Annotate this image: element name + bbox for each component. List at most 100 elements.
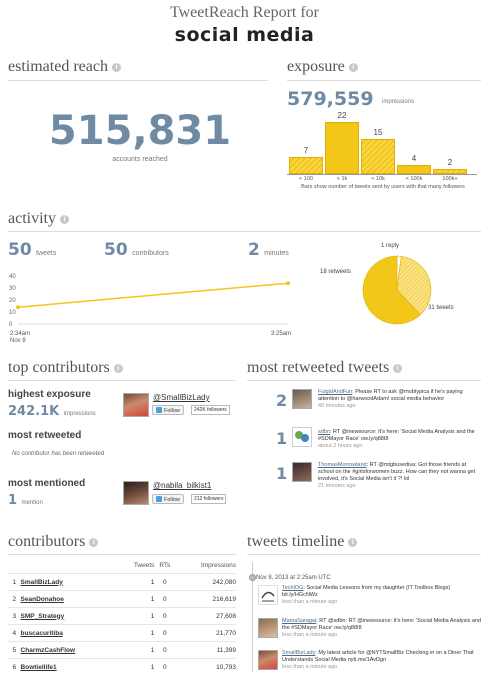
y-tick-label: 10 <box>9 310 16 316</box>
timeline-line <box>252 562 253 672</box>
follow-button[interactable]: Follow <box>152 405 184 415</box>
info-icon[interactable]: i <box>348 538 358 547</box>
activity-title: activity i <box>8 210 69 228</box>
column-header: Impressions <box>200 562 236 569</box>
avatar[interactable] <box>292 427 312 447</box>
activity-line-chart: 40 30 20 10 0 <box>9 274 290 328</box>
highest-exposure-unit: impressions <box>63 411 96 417</box>
exposure-bar-value: 15 <box>373 127 383 137</box>
avatar[interactable] <box>292 389 312 409</box>
exposure-footnote: Bars show number of tweets sent by users… <box>301 184 465 190</box>
tweets-count: 50 <box>8 240 32 260</box>
most-mentioned-user[interactable]: @nabila_bilkist1 <box>153 481 212 490</box>
column-header: RTs <box>159 562 171 569</box>
exposure-bar-value: 4 <box>411 153 417 163</box>
exposure-bar-chart: 7 < 100 22 < 1k 15 < 10k 4 < 100k 2 100k+ <box>287 108 481 182</box>
activity-start-date: Nov 8 <box>10 338 26 344</box>
report-query: social media <box>174 24 315 46</box>
most-retweeted-tweets-title: most retweeted tweets i <box>247 359 403 377</box>
column-header: Tweets <box>133 562 155 569</box>
pie-slice <box>362 255 421 325</box>
most-mentioned-value: 1 <box>8 493 18 508</box>
contributor-link[interactable]: SmallBizLady <box>20 573 113 591</box>
contributor-link[interactable]: buscacuritiba <box>20 624 113 642</box>
estimated-reach-caption: accounts reached <box>112 156 168 163</box>
avatar[interactable] <box>258 618 278 638</box>
divider <box>247 554 481 555</box>
info-icon[interactable]: i <box>111 63 121 72</box>
follow-button[interactable]: Follow <box>152 494 184 504</box>
timeline-tweet: TechIDG: Social Media Lessons from my da… <box>282 585 451 605</box>
estimated-reach-value: 515,831 <box>48 108 232 154</box>
info-icon[interactable]: i <box>113 364 123 373</box>
twitter-bird-icon <box>156 496 162 502</box>
timeline-dot <box>249 574 256 581</box>
retweeted-tweet: ThomasMorrowland: RT @mtgbusediva: Got t… <box>318 462 476 489</box>
activity-point <box>286 281 290 286</box>
retweet-rank: 1 <box>276 429 288 448</box>
contributors-title: contributors i <box>8 533 99 551</box>
retweet-rank: 1 <box>276 464 288 483</box>
exposure-title: exposure i <box>287 58 358 76</box>
timeline-tweet: SmallBizLady: My latest article for @NYT… <box>282 650 474 670</box>
info-icon[interactable]: i <box>393 364 403 373</box>
exposure-axis <box>287 174 477 175</box>
pie-slice <box>396 255 432 316</box>
table-row: 2 SeanDonahoe 1 0 216,619 <box>8 590 236 608</box>
contributor-link[interactable]: SeanDonahoe <box>20 590 113 608</box>
followers-count: 212 followers <box>191 494 227 504</box>
exposure-bar <box>397 164 431 174</box>
table-row: 1 SmallBizLady 1 0 242,080 <box>8 573 236 591</box>
minutes-count: 2 <box>248 240 260 260</box>
activity-end-time: 3:25am <box>271 331 292 337</box>
divider <box>247 380 481 381</box>
contributor-link[interactable]: Bowtiellife1 <box>20 658 113 676</box>
contributors-label: contributors <box>132 250 169 257</box>
most-retweeted-label: most retweeted <box>8 430 82 441</box>
twitter-bird-icon <box>156 407 162 413</box>
highest-exposure-user[interactable]: @SmallBizLady <box>153 393 210 402</box>
most-retweeted-empty: No contributor has been retweeted <box>12 451 105 457</box>
avatar[interactable] <box>123 393 149 417</box>
exposure-bar-category: 100k+ <box>442 176 458 182</box>
techidg-logo-icon <box>261 591 275 602</box>
exposure-bar-value: 2 <box>447 158 453 168</box>
tweets-timeline-title: tweets timeline i <box>247 533 358 551</box>
exposure-bar-value: 22 <box>337 111 347 120</box>
highest-exposure-label: highest exposure <box>8 389 91 400</box>
y-tick-label: 0 <box>9 322 13 328</box>
divider <box>287 80 481 81</box>
minutes-stat: 2 minutes <box>248 240 289 260</box>
avatar[interactable] <box>258 585 278 605</box>
y-tick-label: 30 <box>9 286 16 292</box>
y-tick-label: 20 <box>9 298 16 304</box>
contributors-stat: 50 contributors <box>104 240 169 260</box>
divider <box>8 80 268 81</box>
timeline-date: Nov 8, 2013 at 2:25am UTC <box>256 575 331 581</box>
activity-series-line <box>17 282 289 308</box>
tweets-label: tweets <box>36 250 57 257</box>
retweeted-tweet: FulgidAndFun: Please RT to ask @mobtypic… <box>318 389 463 409</box>
contributor-link[interactable]: CharmzCashFlow <box>20 641 113 659</box>
exposure-bar <box>361 138 395 174</box>
contributors-table: Tweets RTs Impressions 1 SmallBizLady 1 … <box>8 562 236 676</box>
most-mentioned-stat: 1 mention <box>8 491 43 509</box>
avatar[interactable] <box>258 650 278 670</box>
most-mentioned-label: most mentioned <box>8 478 86 489</box>
info-icon[interactable]: i <box>348 63 358 72</box>
avatar[interactable] <box>123 481 149 505</box>
table-row: 6 Bowtiellife1 1 0 10,793 <box>8 658 236 676</box>
avatar[interactable] <box>292 462 312 482</box>
info-icon[interactable]: i <box>59 215 69 224</box>
minutes-label: minutes <box>264 250 289 257</box>
exposure-bar-category: < 1k <box>336 176 348 182</box>
info-icon[interactable]: i <box>89 538 99 547</box>
pie-label-tweets: 31 tweets <box>428 305 454 311</box>
table-row: 4 buscacuritiba 1 0 21,770 <box>8 624 236 642</box>
contributor-link[interactable]: SMP_Strategy <box>20 607 113 625</box>
pie-label-retweets: 18 retweets <box>320 269 352 275</box>
exposure-bar <box>325 122 359 174</box>
estimated-reach-title: estimated reach i <box>8 58 121 76</box>
exposure-value: 579,559 <box>287 88 374 110</box>
exposure-bar <box>289 157 323 174</box>
